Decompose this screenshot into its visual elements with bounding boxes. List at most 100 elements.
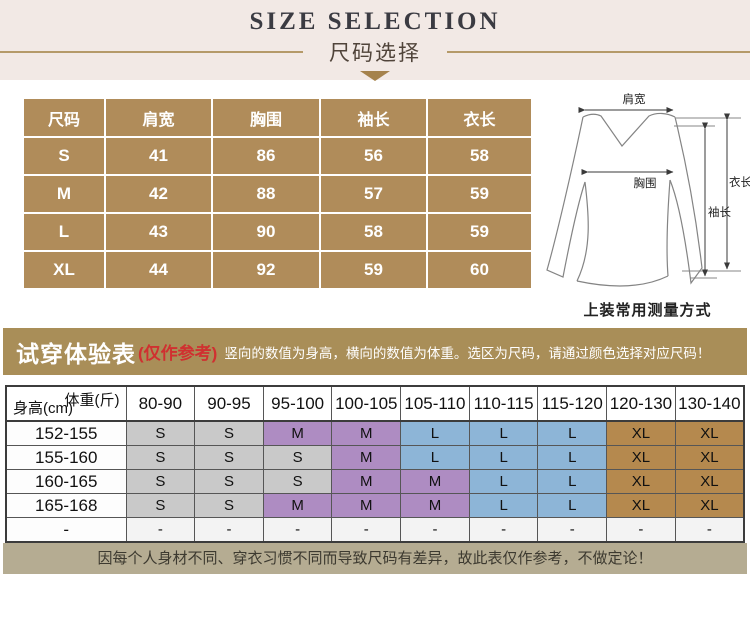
measurement-value-cell: 44 [104, 250, 213, 290]
fit-size-cell: M [400, 469, 470, 494]
measurement-value-cell: 41 [104, 136, 213, 176]
measurement-value-cell: 59 [319, 250, 428, 290]
fit-size-cell: S [125, 469, 196, 494]
size-table-row: XL 44 92 59 60 [22, 250, 533, 290]
divider-rule-right [447, 51, 750, 53]
shirt-diagram-drawing: 肩宽 胸围 衣长 袖长 [546, 92, 750, 287]
fit-experience-table: 体重(斤) 身高(cm) 80-90 90-95 95-100 100-105 105-… [5, 385, 745, 543]
measurement-value-cell: 92 [211, 250, 321, 290]
fit-size-cell: XL [606, 420, 676, 446]
fit-guide-title: 试穿体验表 [16, 340, 136, 367]
disclaimer-note: 因每个人身材不同、穿衣习惯不同而导致尺码有差异，故此表仅作参考，不做定论！ [3, 543, 747, 574]
fit-table-header-row: 体重(斤) 身高(cm) 80-90 90-95 95-100 100-105 105-… [5, 385, 745, 422]
size-label-cell: S [22, 136, 106, 176]
measurement-value-cell: 58 [319, 212, 428, 252]
fit-size-cell: XL [674, 445, 745, 470]
weight-range-header: 115-120 [537, 385, 608, 422]
size-column-header: 肩宽 [104, 97, 213, 138]
fit-size-cell: M [331, 493, 402, 518]
diagram-caption: 上装常用测量方式 [583, 302, 712, 319]
fit-size-cell: XL [674, 493, 745, 518]
divider-rule-left [0, 51, 303, 53]
size-measurement-table: 尺码 肩宽 胸围 袖长 衣长 S 41 86 56 58 M 42 88 57 59 L 43 90 58 59 XL… [22, 97, 533, 290]
measurement-value-cell: 57 [319, 174, 428, 214]
measurement-value-cell: 90 [211, 212, 321, 252]
fit-size-cell: - [400, 517, 470, 543]
height-range-cell: - [5, 517, 127, 543]
fit-size-cell: L [400, 420, 470, 446]
fit-size-cell: - [537, 517, 608, 543]
fit-table-row: 155-160 S S S M L L L XL XL [5, 445, 745, 470]
measurement-value-cell: 58 [426, 136, 533, 176]
shoulder-width-label: 肩宽 [623, 92, 646, 106]
fit-size-cell: M [400, 493, 470, 518]
fit-size-cell: S [125, 420, 196, 446]
size-column-header: 袖长 [319, 97, 428, 138]
garment-length-label: 衣长 [729, 175, 750, 189]
measurement-value-cell: 86 [211, 136, 321, 176]
fit-guide-header: 试穿体验表 (仅作参考) 竖向的数值为身高，横向的数值为体重。选区为尺码，请通过… [3, 328, 747, 375]
fit-size-cell: M [331, 469, 402, 494]
measurement-value-cell: 42 [104, 174, 213, 214]
down-arrow-icon [360, 71, 390, 81]
fit-table-row: ---------- [5, 517, 745, 543]
weight-range-header: 100-105 [331, 385, 402, 422]
fit-guide-subtitle: 竖向的数值为身高，横向的数值为体重。选区为尺码，请通过颜色选择对应尺码！ [224, 345, 711, 361]
measurement-value-cell: 56 [319, 136, 428, 176]
fit-size-cell: L [468, 445, 539, 470]
fit-size-cell: - [262, 517, 333, 543]
weight-range-header: 80-90 [125, 385, 196, 422]
measurement-value-cell: 59 [426, 174, 533, 214]
fit-size-cell: - [331, 517, 402, 543]
fit-size-cell: L [537, 469, 608, 494]
fit-size-cell: - [468, 517, 539, 543]
page-title-en: SIZE SELECTION [249, 8, 501, 35]
size-column-header: 衣长 [426, 97, 533, 138]
fit-size-cell: - [606, 517, 676, 543]
height-range-cell: 152-155 [5, 420, 127, 446]
fit-table-row: 160-165 S S S M M L L XL XL [5, 469, 745, 494]
fit-size-cell: M [262, 493, 333, 518]
fit-size-cell: XL [674, 420, 745, 446]
weight-range-header: 130-140 [674, 385, 745, 422]
measurement-value-cell: 59 [426, 212, 533, 252]
size-column-header: 尺码 [22, 97, 106, 138]
corner-weight-label: 体重(斤) [64, 392, 120, 409]
fit-table-row: 152-155 S S M M L L L XL XL [5, 420, 745, 446]
size-table-row: M 42 88 57 59 [22, 174, 533, 214]
weight-range-header: 90-95 [194, 385, 264, 422]
height-range-cell: 160-165 [5, 469, 127, 494]
weight-range-header: 105-110 [400, 385, 470, 422]
chest-label: 胸围 [634, 176, 657, 190]
fit-size-cell: M [331, 420, 402, 446]
weight-range-header: 95-100 [262, 385, 333, 422]
fit-size-cell: XL [606, 445, 676, 470]
measurement-value-cell: 60 [426, 250, 533, 290]
fit-size-cell: L [468, 469, 539, 494]
page-title-row: 尺码选择 [0, 37, 750, 67]
height-range-cell: 165-168 [5, 493, 127, 518]
measurement-value-cell: 43 [104, 212, 213, 252]
measurement-value-cell: 88 [211, 174, 321, 214]
fit-size-cell: S [194, 445, 264, 470]
reference-only-note: (仅作参考) [138, 344, 218, 363]
fit-size-cell: M [331, 445, 402, 470]
fit-size-cell: S [262, 445, 333, 470]
size-column-header: 胸围 [211, 97, 321, 138]
fit-size-cell: - [125, 517, 196, 543]
fit-size-cell: M [262, 420, 333, 446]
fit-size-cell: L [537, 445, 608, 470]
size-label-cell: M [22, 174, 106, 214]
fit-size-cell: S [194, 469, 264, 494]
fit-table-row: 165-168 S S M M M L L XL XL [5, 493, 745, 518]
fit-size-cell: XL [606, 469, 676, 494]
size-label-cell: L [22, 212, 106, 252]
fit-size-cell: S [262, 469, 333, 494]
sleeve-length-label: 袖长 [708, 205, 731, 219]
size-label-cell: XL [22, 250, 106, 290]
fit-size-cell: L [400, 445, 470, 470]
fit-table-corner: 体重(斤) 身高(cm) [5, 385, 127, 422]
size-table-row: L 43 90 58 59 [22, 212, 533, 252]
height-range-cell: 155-160 [5, 445, 127, 470]
